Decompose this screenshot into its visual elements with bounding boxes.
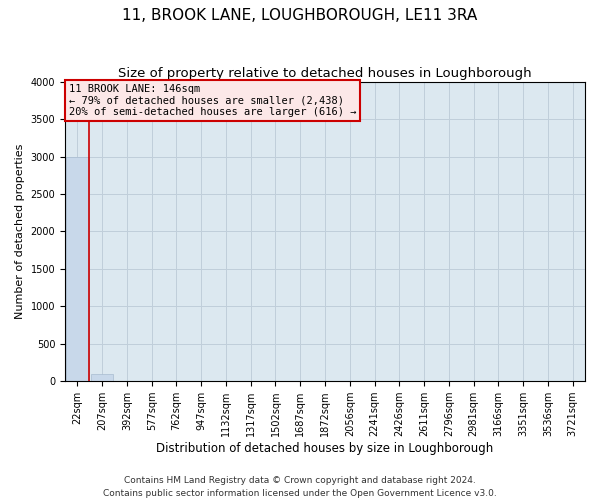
X-axis label: Distribution of detached houses by size in Loughborough: Distribution of detached houses by size … xyxy=(157,442,494,455)
Text: 11 BROOK LANE: 146sqm
← 79% of detached houses are smaller (2,438)
20% of semi-d: 11 BROOK LANE: 146sqm ← 79% of detached … xyxy=(69,84,356,117)
Bar xyxy=(91,374,113,381)
Text: 11, BROOK LANE, LOUGHBOROUGH, LE11 3RA: 11, BROOK LANE, LOUGHBOROUGH, LE11 3RA xyxy=(122,8,478,22)
Bar xyxy=(66,156,89,381)
Text: Contains HM Land Registry data © Crown copyright and database right 2024.
Contai: Contains HM Land Registry data © Crown c… xyxy=(103,476,497,498)
Title: Size of property relative to detached houses in Loughborough: Size of property relative to detached ho… xyxy=(118,68,532,80)
Y-axis label: Number of detached properties: Number of detached properties xyxy=(15,144,25,319)
